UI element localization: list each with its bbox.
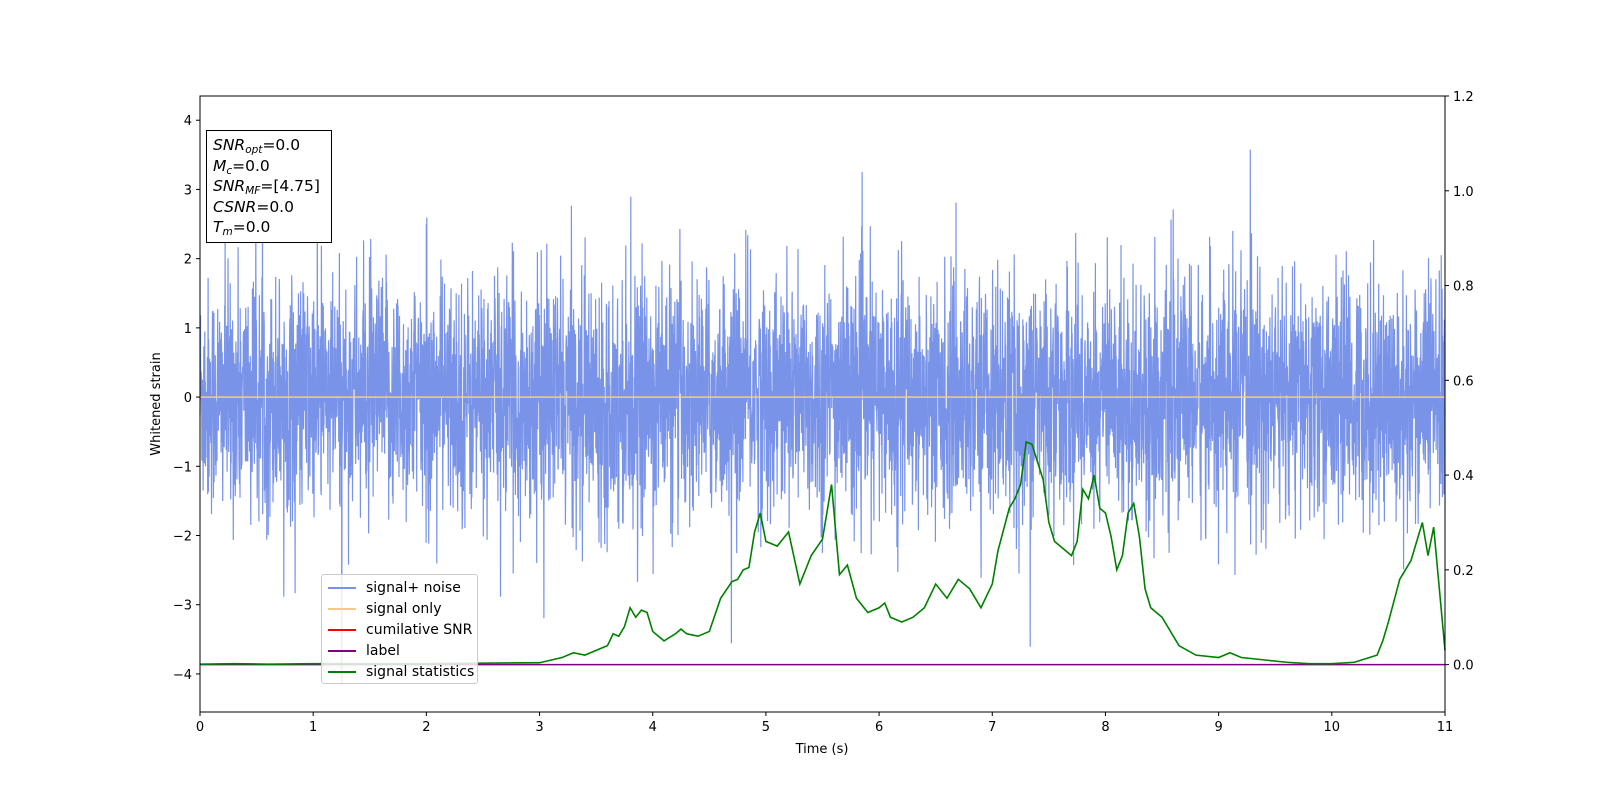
y-axis-right: 0.0 0.2 0.4 0.6 0.8 1.0 1.2 [1445, 90, 1474, 674]
legend-swatch [328, 670, 356, 673]
snr-opt-sub: opt [245, 144, 263, 156]
legend-entry-signal-statistics: signal statistics [328, 661, 477, 682]
tm-value: =0.0 [232, 218, 271, 236]
tm-sub: m [222, 226, 233, 238]
y2-tick-label: 0.8 [1453, 280, 1474, 295]
x-tick-label: 6 [875, 720, 883, 735]
x-tick-label: 2 [422, 720, 430, 735]
series-signal-statistics [199, 440, 1446, 665]
csnr-row: CSNR=0.0 [213, 197, 331, 218]
y2-tick-label: 1.0 [1453, 185, 1474, 200]
mc-label: M [213, 156, 227, 175]
legend-swatch [328, 628, 356, 631]
snr-mf-row: SNRMF=[4.75] [213, 176, 331, 197]
y-tick-label: 0 [184, 391, 192, 406]
legend-label: signal+ noise [366, 579, 461, 596]
plot-frame [199, 95, 1446, 713]
x-tick-label: 10 [1324, 720, 1341, 735]
x-tick-label: 3 [535, 720, 543, 735]
y-tick-label: 2 [184, 253, 192, 268]
legend-swatch [328, 586, 356, 589]
snr-mf-value: =[4.75] [260, 177, 320, 195]
y-axis-left: −4 −3 −2 −1 0 1 2 3 4 [173, 114, 200, 683]
y-tick-label: 4 [184, 114, 192, 129]
legend-swatch [328, 607, 356, 610]
x-axis-label: Time (s) [795, 742, 849, 757]
legend-label: signal statistics [366, 663, 475, 680]
legend-label: cumilative SNR [366, 621, 473, 638]
legend-label: signal only [366, 600, 442, 617]
mc-sub: c [226, 164, 233, 177]
y2-tick-label: 1.2 [1453, 90, 1474, 105]
legend: signal+ noise signal only cumilative SNR… [321, 574, 478, 684]
legend-entry-label: label [328, 640, 477, 661]
snr-opt-label: SNR [213, 136, 246, 154]
y2-tick-label: 0.4 [1453, 469, 1474, 484]
mc-row: Mc=0.0 [213, 156, 331, 177]
info-box: SNRopt=0.0 Mc=0.0 SNRMF=[4.75] CSNR=0.0 … [206, 130, 332, 243]
x-tick-label: 8 [1101, 720, 1109, 735]
x-tick-label: 4 [649, 720, 657, 735]
series-signal-noise [199, 149, 1446, 685]
legend-entry-signal-noise: signal+ noise [328, 577, 477, 598]
mc-value: =0.0 [232, 156, 270, 175]
snr-opt-value: =0.0 [262, 136, 301, 154]
y-tick-label: 1 [184, 322, 192, 337]
csnr-value: =0.0 [256, 197, 294, 216]
snr-opt-row: SNRopt=0.0 [213, 135, 331, 156]
x-tick-label: 1 [309, 720, 317, 735]
y-tick-label: −1 [173, 460, 192, 475]
legend-entry-cumulative-snr: cumilative SNR [328, 619, 477, 640]
x-axis: 0 1 2 3 4 5 6 7 8 9 10 11 [196, 712, 1453, 735]
legend-entry-signal-only: signal only [328, 598, 477, 619]
x-tick-label: 7 [988, 720, 996, 735]
x-tick-label: 9 [1214, 720, 1222, 735]
y2-tick-label: 0.2 [1453, 564, 1474, 579]
y2-tick-label: 0.0 [1453, 659, 1474, 674]
tm-label: T [213, 218, 223, 236]
y-tick-label: 3 [184, 183, 192, 198]
x-tick-label: 11 [1437, 720, 1454, 735]
snr-mf-sub: MF [245, 185, 261, 197]
noise-series [199, 149, 1446, 685]
tm-row: Tm=0.0 [213, 217, 331, 238]
x-tick-label: 5 [762, 720, 770, 735]
csnr-label: CSNR [213, 197, 257, 216]
x-tick-label: 0 [196, 720, 204, 735]
y2-tick-label: 0.6 [1453, 374, 1474, 389]
y-tick-label: −3 [173, 599, 192, 614]
legend-label: label [366, 642, 400, 659]
y-axis-label: Whitened strain [149, 352, 164, 455]
legend-swatch [328, 649, 356, 652]
y-tick-label: −2 [173, 530, 192, 545]
y-tick-label: −4 [173, 668, 192, 683]
snr-mf-label: SNR [213, 177, 246, 195]
